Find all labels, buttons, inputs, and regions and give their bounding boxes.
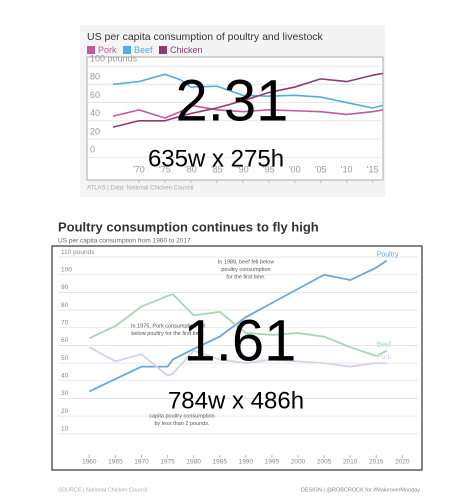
annotation: for the first time. xyxy=(226,274,266,280)
x-tick-label: '75 xyxy=(159,164,171,174)
x-tick-label: 2015 xyxy=(369,459,384,466)
x-tick-label: '70 xyxy=(133,164,145,174)
plot-frame xyxy=(86,56,384,181)
legend-swatch xyxy=(123,46,131,54)
annotation: capita poultry consumption xyxy=(149,413,214,419)
series-line xyxy=(88,259,388,393)
series-line xyxy=(88,293,388,357)
series-label: Beef xyxy=(377,342,391,349)
x-tick-label: 1960 xyxy=(82,459,97,466)
x-tick-label: 1965 xyxy=(108,459,123,466)
y-tick-label: 60 xyxy=(61,337,69,344)
y-tick-label: 110 pounds xyxy=(61,249,95,256)
series-line xyxy=(88,346,387,377)
y-tick-label: 50 xyxy=(61,355,69,362)
chart-subtitle: US per capita consumption from 1960 to 2… xyxy=(58,238,191,245)
x-tick-label: 2010 xyxy=(343,459,358,466)
legend-label: Chicken xyxy=(170,45,203,55)
credit: DESIGN | @ROBCROCK for #MakeoverMonday xyxy=(301,487,420,493)
y-tick-label: 100 xyxy=(61,266,72,273)
annotation: below poultry for the first time. xyxy=(131,331,205,337)
x-tick-label: 1970 xyxy=(134,459,149,466)
series-line xyxy=(112,72,384,128)
y-tick-label: 40 xyxy=(61,372,69,379)
size-overlay: 1.61 xyxy=(184,308,297,373)
size-overlay: 784w x 486h xyxy=(168,387,304,414)
annotation: poultry consumption xyxy=(221,267,270,273)
y-tick-label: 10 xyxy=(61,426,69,433)
y-tick-label: 30 xyxy=(61,390,69,397)
legend-label: Pork xyxy=(98,45,117,55)
bottom-panel xyxy=(51,245,423,471)
legend-swatch xyxy=(159,46,167,54)
x-tick-label: '10 xyxy=(341,164,353,174)
y-tick-label: 80 xyxy=(90,72,100,82)
annotation: by less than 2 pounds. xyxy=(154,421,210,427)
y-tick-label: 100 pounds xyxy=(90,53,138,63)
y-tick-label: 90 xyxy=(61,284,69,291)
x-tick-label: 1995 xyxy=(265,459,280,466)
chart-title: Poultry consumption continues to fly hig… xyxy=(58,219,319,234)
series-line xyxy=(112,73,384,109)
x-tick-label: '95 xyxy=(263,164,275,174)
x-tick-label: 2020 xyxy=(395,459,410,466)
annotation: In 1988, beef fell below xyxy=(218,259,275,265)
x-tick-label: '90 xyxy=(237,164,249,174)
series-label: Pork xyxy=(377,354,392,361)
size-overlay: 2.31 xyxy=(176,68,289,133)
x-tick-label: '80 xyxy=(185,164,197,174)
x-tick-label: 1975 xyxy=(160,459,175,466)
footer: ATLAS | Data: National Chicken Council xyxy=(87,186,194,192)
y-tick-label: 70 xyxy=(61,319,69,326)
annotation: In 1975, Pork consumption fell xyxy=(131,323,205,329)
x-tick-label: 1985 xyxy=(213,459,228,466)
x-tick-label: 2005 xyxy=(317,459,332,466)
y-tick-label: 20 xyxy=(90,126,100,136)
series-label: Poultry xyxy=(377,251,399,258)
x-tick-label: 2000 xyxy=(291,459,306,466)
x-tick-label: 1990 xyxy=(239,459,254,466)
x-tick-label: 1980 xyxy=(186,459,201,466)
x-tick-label: '15 xyxy=(367,164,379,174)
x-tick-label: '00 xyxy=(289,164,301,174)
legend-label: Beef xyxy=(134,45,153,55)
y-tick-label: 40 xyxy=(90,108,100,118)
y-tick-label: 60 xyxy=(90,90,100,100)
chart-title: US per capita consumption of poultry and… xyxy=(87,31,324,43)
y-tick-label: 80 xyxy=(61,302,69,309)
x-tick-label: '05 xyxy=(315,164,327,174)
y-tick-label: 20 xyxy=(61,408,69,415)
y-tick-label: 0 xyxy=(90,145,95,155)
footer: SOURCE | National Chicken Council xyxy=(58,487,147,493)
size-overlay: 635w x 275h xyxy=(148,145,284,172)
series-line xyxy=(112,104,384,119)
legend-swatch xyxy=(87,46,95,54)
x-tick-label: '85 xyxy=(211,164,223,174)
